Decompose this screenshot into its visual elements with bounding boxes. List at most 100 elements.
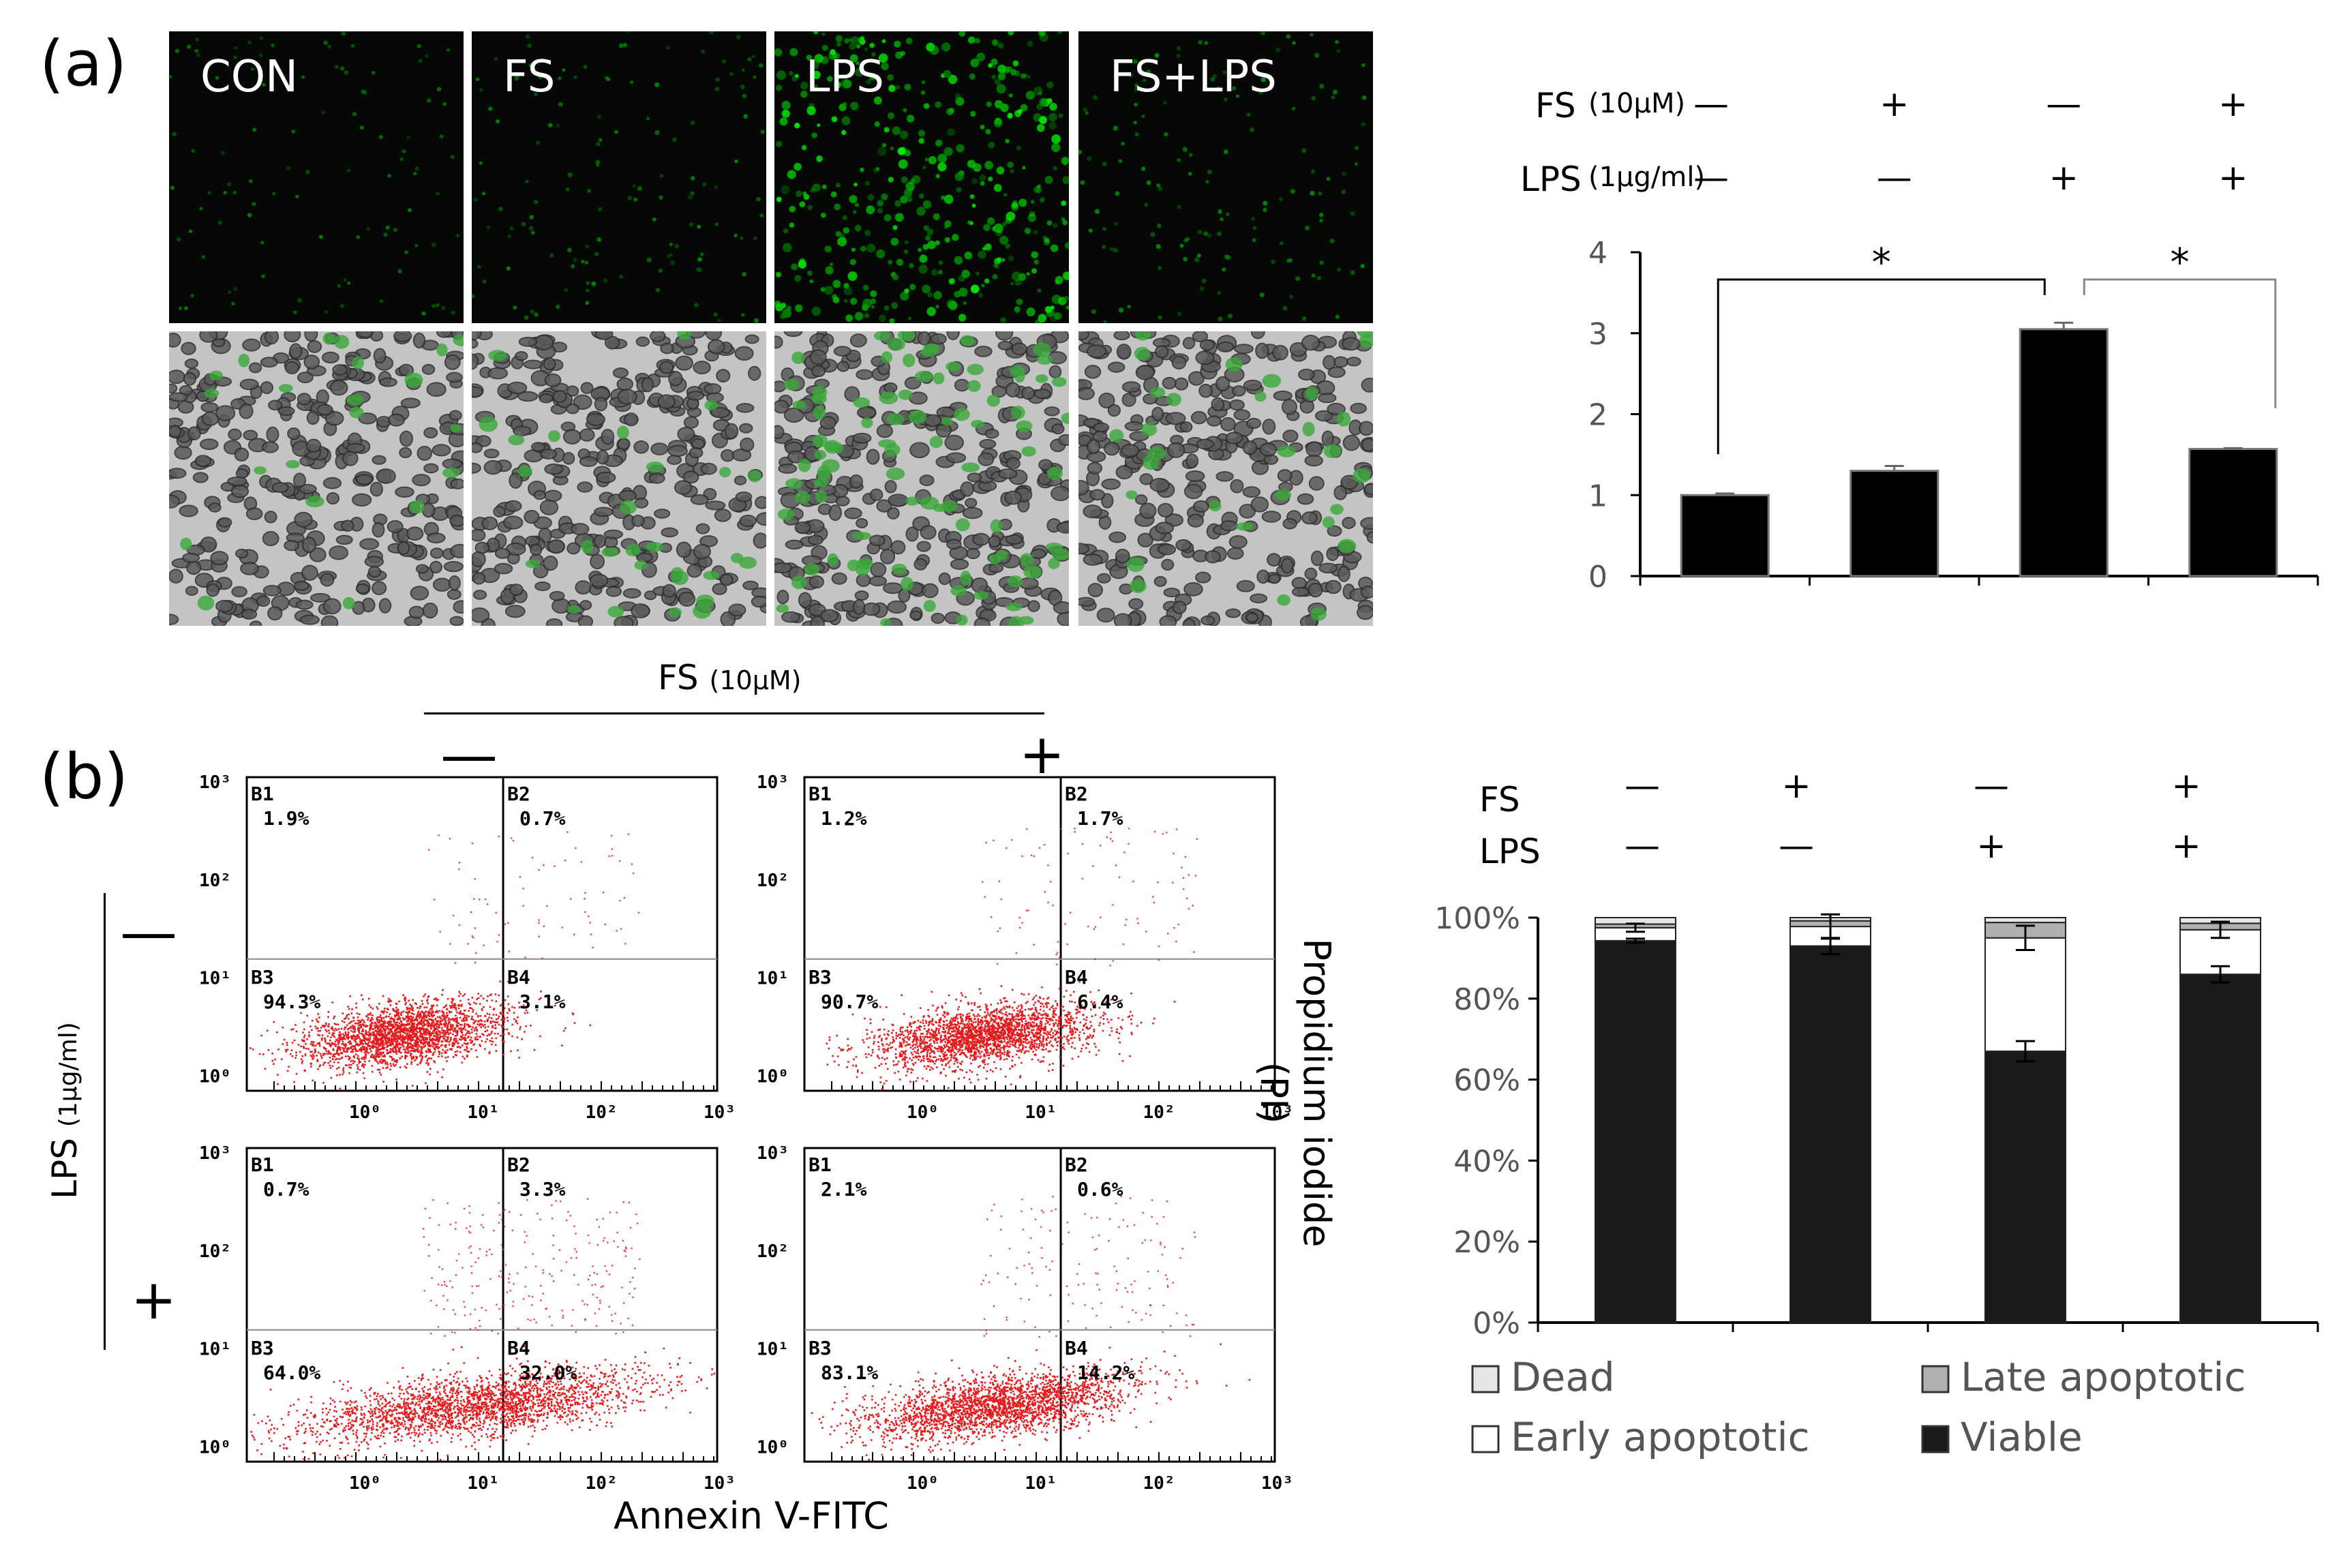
event-dot — [365, 1015, 368, 1018]
event-dot — [428, 1041, 431, 1044]
cell — [887, 600, 907, 614]
green-cell — [1048, 558, 1060, 569]
cell — [1259, 442, 1277, 457]
cell — [624, 412, 639, 427]
event-dot — [444, 1019, 447, 1021]
event-dot — [479, 1045, 482, 1047]
cell — [1255, 342, 1269, 359]
green-spot — [870, 290, 877, 297]
green-cell — [990, 519, 1003, 534]
event-dot — [482, 1025, 485, 1027]
green-spot — [654, 130, 660, 136]
event-dot — [360, 1032, 363, 1035]
green-spot — [811, 306, 821, 316]
green-spot — [869, 73, 877, 81]
event-dot — [383, 1036, 386, 1038]
event-dot — [425, 1023, 427, 1026]
event-dot — [401, 1044, 404, 1046]
cell — [200, 536, 217, 553]
green-spot — [1222, 267, 1226, 272]
event-dot — [401, 1055, 404, 1058]
green-spot — [514, 76, 519, 81]
event-dot — [420, 1019, 423, 1022]
event-dot — [575, 847, 577, 849]
event-dot — [510, 1050, 512, 1053]
event-dot — [417, 1064, 419, 1066]
event-dot — [322, 1025, 324, 1027]
event-dot — [352, 1025, 354, 1027]
green-spot — [909, 178, 915, 184]
event-dot — [618, 860, 621, 862]
green-spot — [567, 172, 573, 177]
event-dot — [450, 1019, 452, 1021]
event-dot — [498, 835, 500, 838]
event-dot — [410, 1047, 413, 1049]
event-dot — [374, 1045, 376, 1048]
event-dot — [282, 1043, 284, 1045]
event-dot — [624, 943, 626, 945]
cell — [533, 489, 546, 500]
event-dot — [517, 1049, 519, 1051]
green-spot — [291, 130, 296, 134]
cell — [740, 437, 755, 452]
event-dot — [350, 1029, 352, 1032]
event-dot — [401, 1023, 404, 1025]
event-dot — [377, 1030, 379, 1033]
event-dot — [317, 1034, 319, 1036]
green-spot — [835, 35, 843, 42]
cell — [423, 463, 439, 474]
cell — [169, 569, 183, 584]
event-dot — [494, 1021, 496, 1023]
event-dot — [329, 1060, 331, 1063]
event-dot — [312, 1043, 314, 1045]
event-dot — [384, 1016, 387, 1018]
event-dot — [369, 1029, 371, 1031]
event-dot — [369, 1047, 371, 1050]
green-spot — [1063, 271, 1069, 280]
event-dot — [365, 1049, 367, 1051]
event-dot — [456, 1029, 459, 1031]
event-dot — [412, 1016, 414, 1019]
cell — [1301, 335, 1320, 351]
event-dot — [480, 1019, 482, 1021]
event-dot — [459, 1012, 462, 1014]
event-dot — [295, 1054, 297, 1057]
event-dot — [355, 1035, 358, 1037]
green-spot — [632, 184, 636, 188]
green-cell — [625, 543, 641, 557]
event-dot — [427, 1049, 429, 1051]
event-dot — [475, 1012, 477, 1015]
event-dot — [348, 1056, 351, 1059]
green-spot — [521, 222, 526, 227]
cell — [1205, 550, 1221, 564]
green-spot — [826, 76, 833, 82]
cell — [260, 381, 274, 395]
green-cell — [204, 389, 220, 398]
cell — [472, 442, 483, 453]
green-spot — [697, 257, 702, 262]
green-spot — [854, 224, 862, 232]
event-dot — [352, 1026, 354, 1028]
cell — [566, 385, 579, 397]
event-dot — [466, 1014, 468, 1017]
green-spot — [524, 315, 529, 320]
event-dot — [382, 1012, 384, 1014]
green-cell — [967, 363, 984, 376]
cell — [369, 481, 383, 497]
event-dot — [471, 1040, 474, 1042]
event-dot — [432, 1014, 434, 1016]
event-dot — [365, 1025, 367, 1027]
event-dot — [358, 1057, 360, 1060]
green-spot — [1027, 75, 1031, 79]
green-spot — [958, 31, 966, 37]
green-cell — [847, 559, 860, 571]
event-dot — [502, 1034, 505, 1036]
green-cell — [783, 378, 800, 391]
green-spot — [782, 243, 792, 252]
green-spot — [1054, 312, 1062, 320]
cell — [678, 591, 696, 607]
event-dot — [420, 1042, 422, 1044]
event-dot — [408, 1007, 410, 1010]
event-dot — [337, 1045, 339, 1048]
